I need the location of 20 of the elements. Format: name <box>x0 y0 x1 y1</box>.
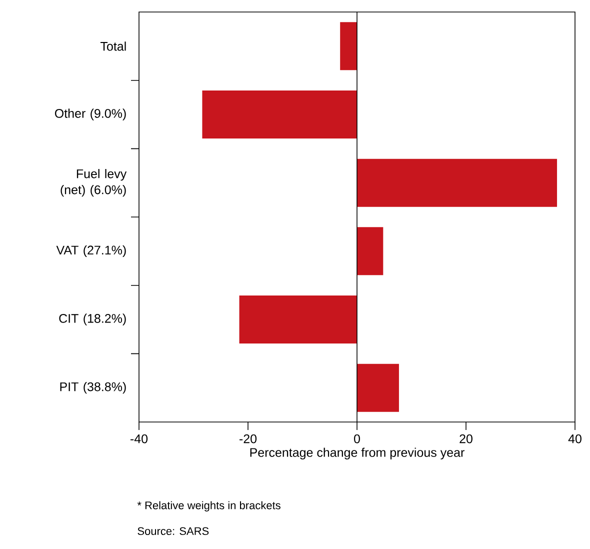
bar <box>357 227 384 276</box>
x-tick-label: 0 <box>354 434 360 444</box>
source-note: Source: SARS <box>138 527 209 535</box>
y-tick-label: CIT (18.2%) <box>59 314 126 326</box>
bar <box>202 90 358 139</box>
x-tick-label: 40 <box>568 434 582 444</box>
x-tick-label: -20 <box>240 434 257 444</box>
x-tick-label: 20 <box>460 434 472 444</box>
y-tick-label: Total <box>100 42 126 51</box>
y-tick-label: Fuel levy (net) (6.0%) <box>60 169 127 197</box>
x-tick-label: -40 <box>130 434 148 444</box>
y-tick-label: PIT (38.8%) <box>60 382 126 394</box>
bar <box>357 158 558 207</box>
y-tick-label: Other (9.0%) <box>54 108 126 120</box>
bar <box>239 296 358 344</box>
y-tick-label: VAT (27.1%) <box>56 245 126 257</box>
text: * Relative weights in brackets <box>137 501 280 512</box>
x-axis-title: Percentage change from previous year <box>250 448 464 460</box>
bar <box>357 364 399 412</box>
bar <box>340 22 358 70</box>
